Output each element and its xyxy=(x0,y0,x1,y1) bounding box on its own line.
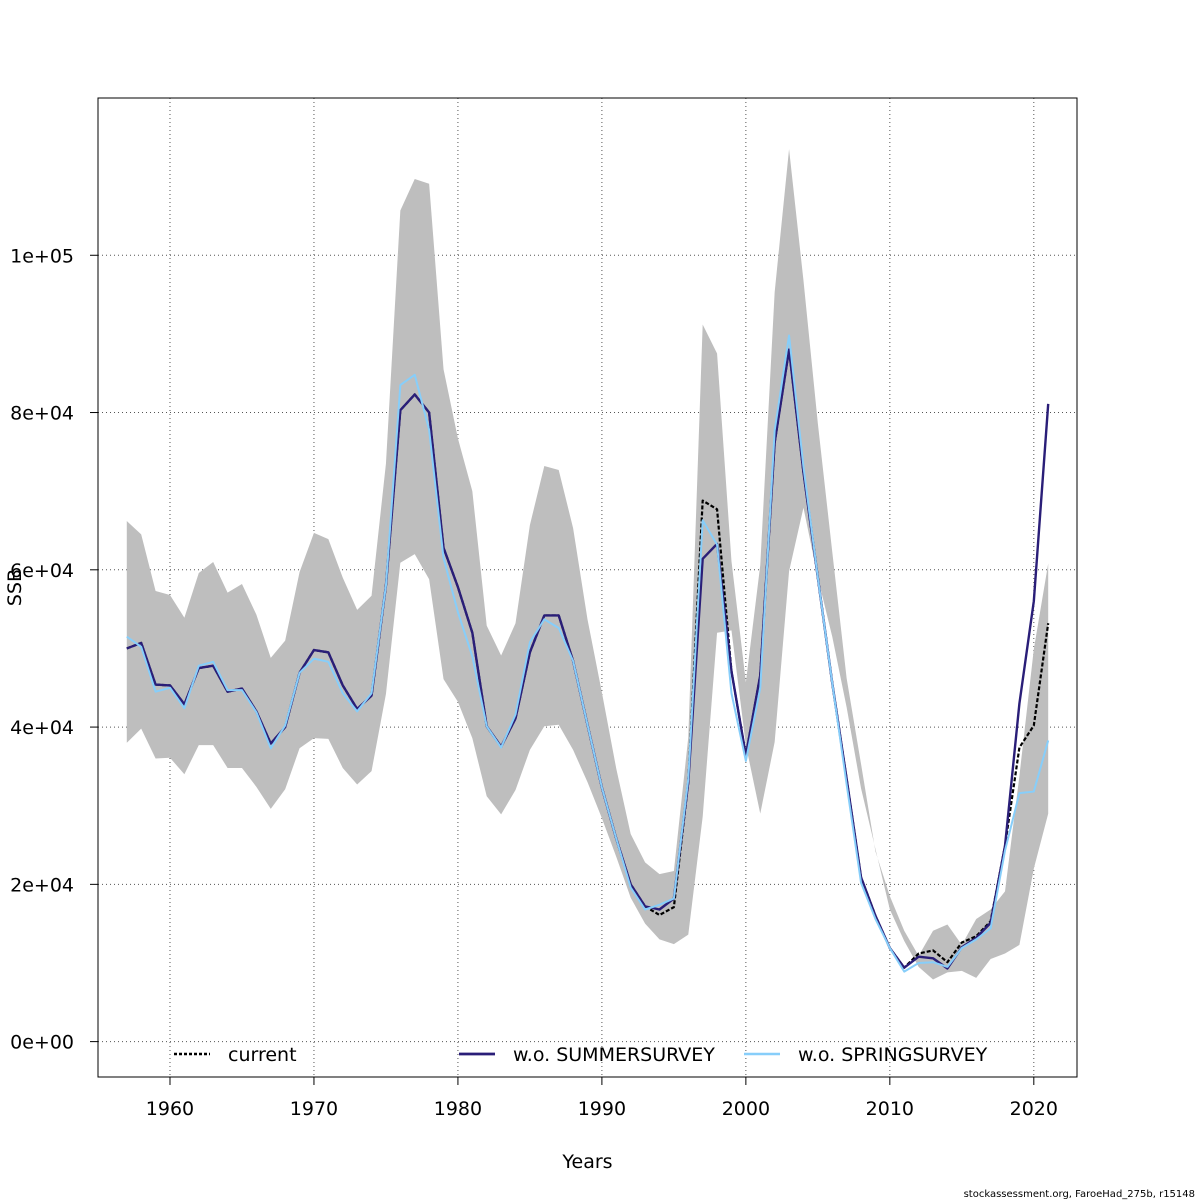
series-lines-layer xyxy=(126,334,1050,973)
x-tick-label: 2020 xyxy=(1010,1098,1058,1120)
x-tick-label: 2010 xyxy=(866,1098,914,1120)
y-tick-label: 8e+04 xyxy=(10,403,74,425)
y-tick-label: 2e+04 xyxy=(10,874,74,896)
credit-text: stockassessment.org, FaroeHad_275b, r151… xyxy=(964,1189,1195,1200)
confidence-band-layer xyxy=(126,149,1049,980)
y-axis: 0e+00 2e+04 4e+04 6e+04 8e+04 1e+05 xyxy=(10,245,99,1054)
confidence-band xyxy=(126,149,1049,980)
y-axis-title: SSB xyxy=(4,569,26,606)
x-tick-label: 1990 xyxy=(578,1098,626,1120)
legend: current w.o. SUMMERSURVEY w.o. SPRINGSURVE… xyxy=(174,1044,988,1066)
y-tick-label: 1e+05 xyxy=(10,245,74,267)
x-tick-label: 2000 xyxy=(722,1098,770,1120)
y-tick-label: 6e+04 xyxy=(10,560,74,582)
y-tick-label: 4e+04 xyxy=(10,717,74,739)
legend-label-spring: w.o. SPRINGSURVEY xyxy=(798,1044,988,1066)
x-tick-label: 1960 xyxy=(146,1098,194,1120)
y-tick-label: 0e+00 xyxy=(10,1032,74,1054)
legend-label-summer: w.o. SUMMERSURVEY xyxy=(513,1044,715,1066)
x-tick-label: 1980 xyxy=(434,1098,482,1120)
x-axis: 1960 1970 1980 1990 2000 2010 2020 xyxy=(146,1076,1058,1120)
x-tick-label: 1970 xyxy=(290,1098,338,1120)
legend-label-current: current xyxy=(228,1044,297,1066)
series-line-spring xyxy=(126,334,1050,973)
x-axis-title: Years xyxy=(561,1151,612,1173)
